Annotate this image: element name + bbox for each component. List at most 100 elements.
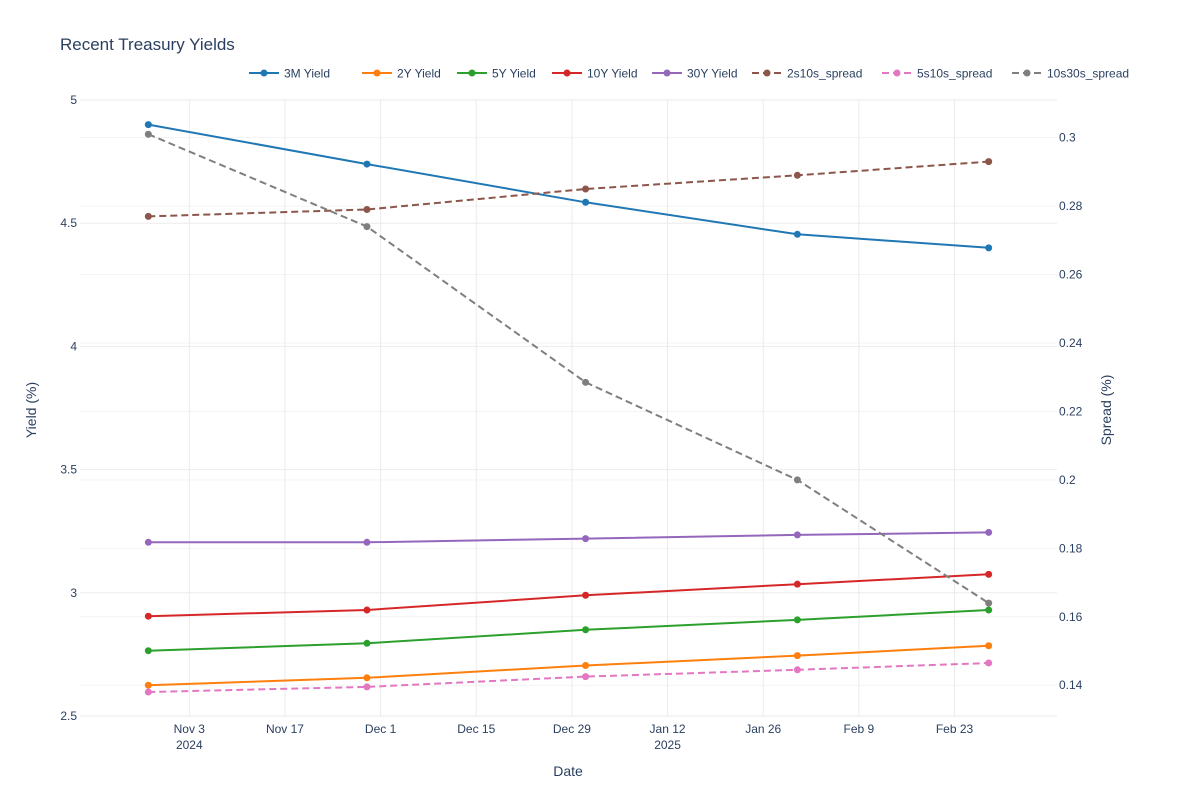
y2-axis-title: Spread (%) <box>1098 375 1114 446</box>
data-point <box>144 688 152 696</box>
axes: Nov 3 2024 Nov 17 Dec 1 Dec 15 Dec 29 Jan 12 20… <box>60 93 1082 752</box>
data-point <box>985 642 993 650</box>
legend-item[interactable]: 10s30s_spread <box>1012 67 1129 81</box>
legend-item[interactable]: 2Y Yield <box>362 67 441 81</box>
legend-item[interactable]: 5s10s_spread <box>882 67 992 81</box>
data-point <box>793 616 801 624</box>
data-point <box>363 683 371 691</box>
legend-swatch-marker <box>663 69 671 77</box>
chart-title: Recent Treasury Yields <box>60 35 235 54</box>
y2-tick-label: 0.16 <box>1059 610 1083 624</box>
legend[interactable]: 3M Yield 2Y Yield 5Y Yield 10Y Yield 30Y Yie… <box>249 67 1129 81</box>
series-line <box>148 609 989 652</box>
data-point <box>363 160 371 168</box>
series-line <box>148 160 989 218</box>
data-point <box>793 476 801 484</box>
y-tick-label: 3.5 <box>60 463 77 477</box>
legend-swatch-marker <box>893 69 901 77</box>
data-point <box>582 378 590 386</box>
x-tick-label: Jan 12 <box>650 722 686 736</box>
series-10y-yield <box>144 570 993 620</box>
y2-axis-ticks: 0.14 0.16 0.18 0.2 0.22 0.24 0.26 0.28 0.3 <box>1059 131 1083 693</box>
series-line <box>148 573 989 618</box>
data-point <box>363 606 371 614</box>
legend-item[interactable]: 5Y Yield <box>457 67 536 81</box>
data-point <box>144 121 152 129</box>
y2-tick-label: 0.14 <box>1059 678 1083 692</box>
legend-label: 5Y Yield <box>492 67 536 81</box>
legend-label: 5s10s_spread <box>917 67 992 81</box>
legend-item[interactable]: 3M Yield <box>249 67 330 81</box>
data-point <box>363 639 371 647</box>
legend-swatch-marker <box>260 69 268 77</box>
legend-item[interactable]: 2s10s_spread <box>752 67 862 81</box>
legend-item[interactable]: 10Y Yield <box>552 67 638 81</box>
y-tick-label: 2.5 <box>60 709 77 723</box>
y2-tick-label: 0.3 <box>1059 131 1076 145</box>
x-tick-label: Dec 29 <box>553 722 591 736</box>
data-point <box>582 673 590 681</box>
series-3m-yield <box>144 121 993 252</box>
y-axis-ticks: 2.5 3 3.5 4 4.5 5 <box>60 93 77 723</box>
x-tick-year-label: 2025 <box>654 738 681 752</box>
y2-tick-label: 0.18 <box>1059 541 1083 555</box>
series-line <box>148 531 989 544</box>
series-5y-yield <box>144 606 993 655</box>
data-point <box>582 591 590 599</box>
x-tick-label: Feb 23 <box>936 722 974 736</box>
legend-swatch-marker <box>468 69 476 77</box>
y-tick-label: 4.5 <box>60 216 77 230</box>
series-5s10s-spread <box>144 659 993 696</box>
x-tick-label: Nov 17 <box>266 722 304 736</box>
data-point <box>985 659 993 667</box>
data-point <box>793 230 801 238</box>
series-layer <box>144 121 993 696</box>
series-line <box>148 662 989 693</box>
x-axis-ticks: Nov 3 2024 Nov 17 Dec 1 Dec 15 Dec 29 Jan 12 20… <box>174 722 974 752</box>
y-tick-label: 3 <box>70 586 77 600</box>
y2-tick-label: 0.28 <box>1059 199 1083 213</box>
legend-label: 2s10s_spread <box>787 67 862 81</box>
legend-label: 10Y Yield <box>587 67 638 81</box>
data-point <box>144 212 152 220</box>
series-10s30s-spread <box>144 130 993 607</box>
data-point <box>793 666 801 674</box>
data-point <box>985 158 993 166</box>
data-point <box>793 171 801 179</box>
x-tick-label: Dec 15 <box>457 722 495 736</box>
x-tick-label: Jan 26 <box>745 722 781 736</box>
series-30y-yield <box>144 528 993 546</box>
data-point <box>144 538 152 546</box>
legend-swatch-marker <box>1023 69 1031 77</box>
series-line <box>148 123 989 249</box>
legend-label: 2Y Yield <box>397 67 441 81</box>
data-point <box>985 606 993 614</box>
y-tick-label: 4 <box>70 339 77 353</box>
data-point <box>582 626 590 634</box>
data-point <box>985 570 993 578</box>
data-point <box>985 599 993 607</box>
legend-swatch-marker <box>373 69 381 77</box>
data-point <box>144 681 152 689</box>
data-point <box>363 206 371 214</box>
x-tick-label: Nov 3 <box>174 722 206 736</box>
data-point <box>793 580 801 588</box>
y2-tick-label: 0.24 <box>1059 336 1083 350</box>
legend-label: 30Y Yield <box>687 67 738 81</box>
data-point <box>144 647 152 655</box>
grid <box>80 99 1057 717</box>
data-point <box>363 538 371 546</box>
legend-item[interactable]: 30Y Yield <box>652 67 738 81</box>
y2-tick-label: 0.22 <box>1059 404 1083 418</box>
data-point <box>582 185 590 193</box>
series-line <box>147 133 990 604</box>
data-point <box>363 674 371 682</box>
data-point <box>144 130 152 138</box>
data-point <box>793 652 801 660</box>
y-tick-label: 5 <box>70 93 77 107</box>
x-axis-title: Date <box>553 763 583 779</box>
x-tick-year-label: 2024 <box>176 738 203 752</box>
data-point <box>582 535 590 543</box>
series-line <box>148 644 989 687</box>
